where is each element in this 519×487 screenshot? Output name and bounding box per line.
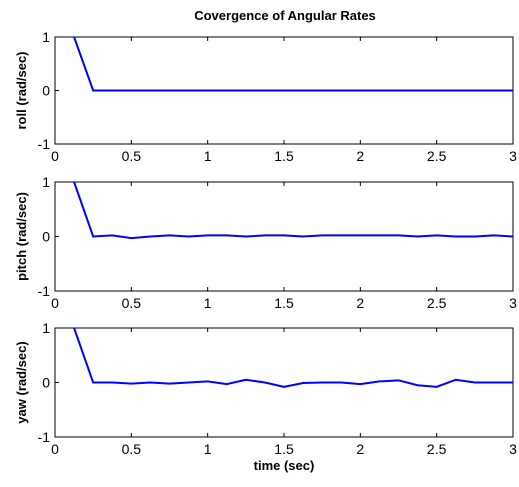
pitch-xtick-label: 3 xyxy=(509,295,517,311)
pitch-xtick-label: 0 xyxy=(51,295,59,311)
roll-ytick-label: 1 xyxy=(42,29,50,45)
roll-xtick-label: 1 xyxy=(204,148,212,164)
roll-xtick-label: 3 xyxy=(509,148,517,164)
roll-ytick-label: -1 xyxy=(38,136,51,152)
roll-xtick-label: 2 xyxy=(356,148,364,164)
roll-xtick-label: 0.5 xyxy=(122,148,142,164)
pitch-ytick-label: 0 xyxy=(42,229,50,245)
roll-xtick-label: 2.5 xyxy=(427,148,447,164)
pitch-xtick-label: 1 xyxy=(204,295,212,311)
yaw-xtick-label: 0.5 xyxy=(122,441,142,457)
yaw-ytick-label: -1 xyxy=(38,429,51,445)
pitch-ylabel: pitch (rad/sec) xyxy=(14,192,29,281)
roll-ylabel: roll (rad/sec) xyxy=(14,51,29,129)
yaw-xtick-label: 2 xyxy=(356,441,364,457)
roll-ytick-label: 0 xyxy=(42,83,50,99)
roll-series-line xyxy=(73,37,513,92)
yaw-xtick-label: 3 xyxy=(509,441,517,457)
yaw-xtick-label: 2.5 xyxy=(427,441,447,457)
yaw-plot-frame xyxy=(54,327,514,438)
yaw-xtick-label: 1 xyxy=(204,441,212,457)
roll-xtick-label: 0 xyxy=(51,148,59,164)
yaw-xtick-label: 0 xyxy=(51,441,59,457)
pitch-ytick-label: 1 xyxy=(42,174,50,190)
figure-title: Covergence of Angular Rates xyxy=(194,8,376,23)
yaw-xlabel: time (sec) xyxy=(254,458,315,473)
pitch-series-line xyxy=(73,182,513,240)
yaw-ytick-label: 1 xyxy=(42,320,50,336)
pitch-xtick-label: 2 xyxy=(356,295,364,311)
pitch-xtick-label: 1.5 xyxy=(274,295,294,311)
pitch-xtick-label: 2.5 xyxy=(427,295,447,311)
pitch-ytick-label: -1 xyxy=(38,283,51,299)
roll-xtick-label: 1.5 xyxy=(274,148,294,164)
yaw-ylabel: yaw (rad/sec) xyxy=(14,341,29,423)
yaw-xtick-label: 1.5 xyxy=(274,441,294,457)
yaw-ytick-label: 0 xyxy=(42,375,50,391)
yaw-series-line xyxy=(73,328,513,388)
pitch-xtick-label: 0.5 xyxy=(122,295,142,311)
